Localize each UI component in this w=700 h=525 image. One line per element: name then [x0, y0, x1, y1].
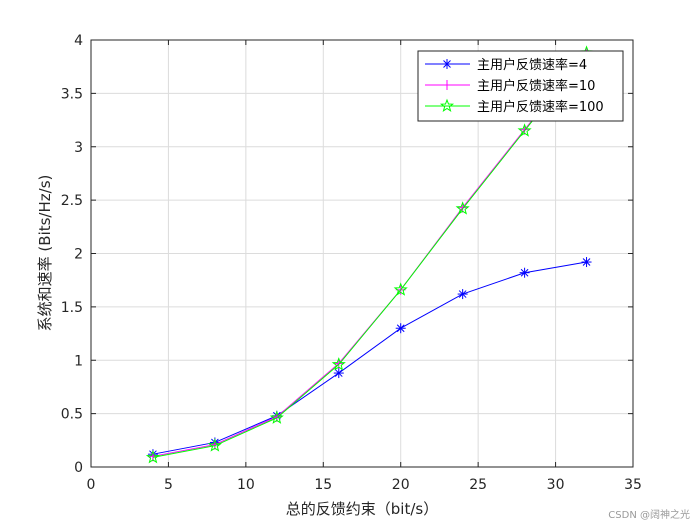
x-axis-label: 总的反馈约束（bit/s） [286, 500, 438, 518]
data-point-series-0 [333, 368, 344, 379]
legend-marker [439, 98, 455, 113]
y-tick-label: 0 [74, 460, 83, 476]
series-layer [145, 45, 594, 464]
series-clip-group [145, 45, 594, 464]
legend-label: 主用户反馈速率=100 [477, 99, 604, 115]
data-point-series-0 [395, 323, 406, 334]
data-point-series-2 [393, 282, 408, 296]
data-point-series-2 [145, 449, 161, 464]
legend-label: 主用户反馈速率=10 [477, 78, 595, 94]
data-point-series-2 [455, 201, 470, 215]
data-point-series-2 [269, 410, 284, 424]
y-tick-label: 0.5 [61, 407, 83, 423]
legend-item: 主用户反馈速率=4 [425, 57, 587, 73]
y-tick-label: 1 [74, 353, 83, 369]
legend-item: 主用户反馈速率=100 [425, 98, 604, 115]
series-line-2 [152, 52, 587, 458]
legend-box [417, 50, 624, 122]
legend-marker [442, 59, 452, 69]
x-tick-label: 10 [237, 477, 255, 493]
x-tick-label: 25 [469, 477, 487, 493]
data-point-series-2 [517, 123, 532, 137]
x-tick-label: 35 [624, 477, 642, 493]
watermark: CSDN @阔神之光 [608, 510, 690, 521]
data-point-series-0 [519, 267, 530, 278]
y-tick-label: 3 [74, 140, 83, 156]
data-point-series-2 [331, 357, 346, 371]
ticks: 0 5 10 15 20 25 30 35 0 0.5 1 1.5 2 2.5 3 3.5 4 [61, 33, 642, 493]
x-tick-label: 20 [392, 477, 410, 493]
legend-marker [442, 80, 452, 90]
x-tick-label: 0 [87, 477, 96, 493]
data-point-series-0 [581, 257, 592, 268]
legend-item: 主用户反馈速率=10 [425, 78, 595, 94]
data-point-series-0 [457, 289, 468, 300]
x-tick-label: 15 [314, 477, 332, 493]
y-tick-label: 4 [74, 33, 83, 49]
y-tick-label: 3.5 [61, 86, 83, 102]
legend-label: 主用户反馈速率=4 [477, 57, 587, 73]
y-tick-label: 2.5 [61, 193, 83, 209]
data-point-series-2 [207, 438, 222, 452]
y-axis-label: 系统和速率 (Bits/Hz/s) [36, 175, 54, 332]
x-tick-label: 30 [547, 477, 565, 493]
legend: 主用户反馈速率=4 主用户反馈速率=10 主用户反馈速率=100 [417, 50, 624, 122]
x-tick-label: 5 [164, 477, 173, 493]
y-tick-label: 2 [74, 247, 83, 263]
y-tick-label: 1.5 [61, 300, 83, 316]
series-line-0 [152, 261, 587, 455]
